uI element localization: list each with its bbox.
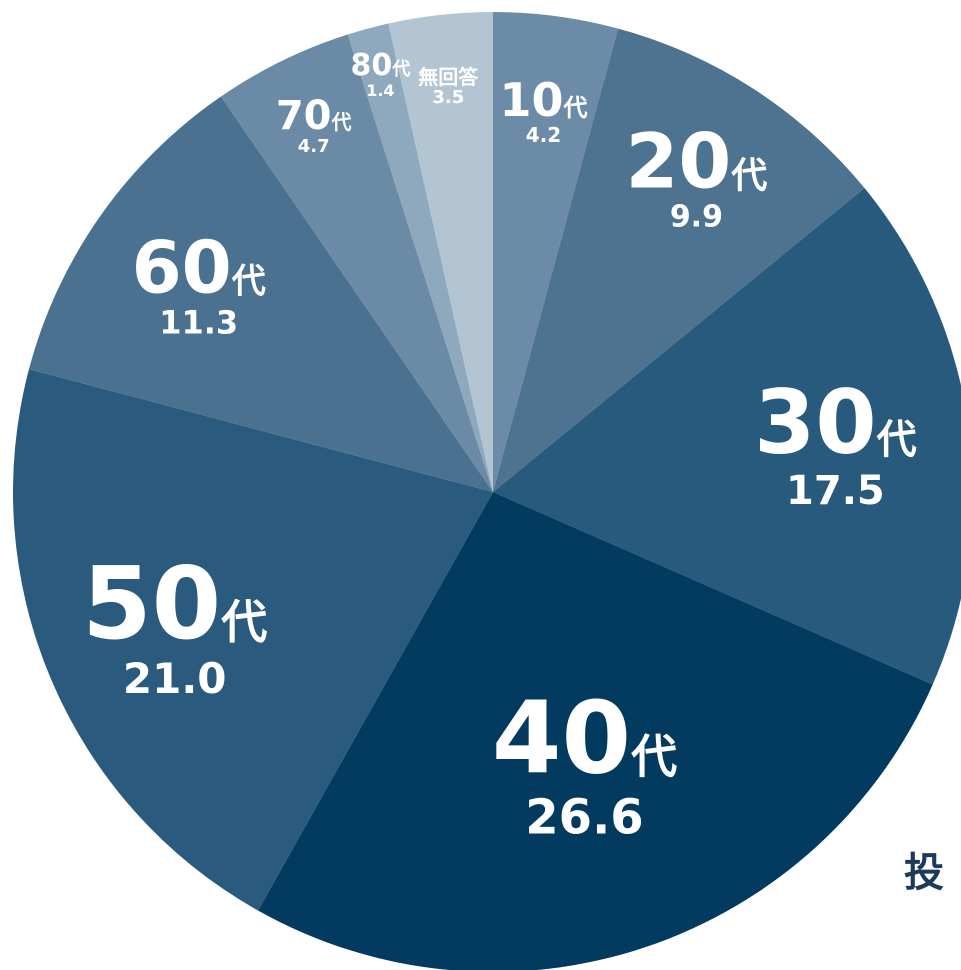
slice-value: 4.2: [525, 123, 562, 148]
slice-category-suffix: 代: [563, 94, 588, 123]
slice-value: 21.0: [122, 653, 227, 703]
slice-category-suffix: 代: [231, 261, 266, 302]
slice-category: 10代: [499, 77, 587, 123]
slice-category-number: 30: [754, 371, 877, 474]
slice-category: 20代: [626, 123, 768, 199]
slice-value: 17.5: [786, 468, 885, 514]
pie-slice-4: [258, 492, 933, 970]
slice-value: 26.6: [525, 789, 644, 846]
pie-slice-7: [220, 34, 493, 492]
slice-category-suffix: 代: [876, 417, 917, 463]
slice-value: 9.9: [669, 199, 723, 235]
slice-category-suffix: 無回答: [418, 64, 479, 89]
pie-slice-1: [493, 11, 619, 492]
slice-category-number: 10: [499, 73, 564, 128]
slice-label-9: 無回答 3.5: [418, 67, 478, 107]
slice-category-number: 40: [491, 679, 632, 797]
slice-category: 40代: [492, 688, 678, 789]
slice-label-6: 60代 11.3: [132, 231, 266, 338]
slice-category: 80代: [350, 47, 411, 83]
slice-value: 11.3: [159, 303, 239, 342]
slice-category-suffix: 代: [631, 729, 678, 784]
cut-off-caption: 投: [904, 850, 944, 896]
pie-slice-8: [347, 23, 493, 492]
pie-slice-9: [388, 12, 493, 492]
slice-value: 3.5: [432, 86, 465, 108]
slice-category-number: 80: [350, 47, 393, 83]
slice-category-number: 60: [131, 225, 232, 310]
slice-category: 30代: [754, 379, 916, 467]
pie-slice-2: [493, 28, 865, 493]
slice-label-1: 10代 4.2: [499, 77, 587, 145]
slice-label-4: 40代 26.6: [492, 688, 678, 846]
slice-label-5: 50代 21.0: [82, 553, 268, 703]
pie-slice-3: [493, 188, 961, 685]
pie-slice-6: [29, 96, 493, 492]
slice-value: 4.7: [297, 135, 330, 157]
slice-category-number: 70: [275, 92, 332, 139]
slice-category-suffix: 代: [331, 109, 352, 134]
slice-label-7: 70代 4.7: [276, 96, 352, 156]
slice-category: 無回答: [418, 67, 478, 87]
slice-category: 70代: [276, 96, 352, 136]
pie-slice-5: [12, 369, 494, 911]
slice-label-3: 30代 17.5: [754, 379, 916, 514]
slice-category-suffix: 代: [221, 594, 268, 649]
slice-category-suffix: 代: [392, 58, 411, 80]
slice-category: 50代: [82, 553, 268, 654]
slice-category-number: 50: [82, 544, 222, 662]
slice-label-8: 80代 1.4: [350, 47, 411, 100]
slice-label-2: 20代 9.9: [626, 123, 768, 232]
slice-category-number: 20: [625, 116, 732, 206]
slice-category-suffix: 代: [731, 155, 768, 197]
slice-value: 1.4: [366, 80, 395, 100]
slice-category: 60代: [132, 231, 266, 303]
